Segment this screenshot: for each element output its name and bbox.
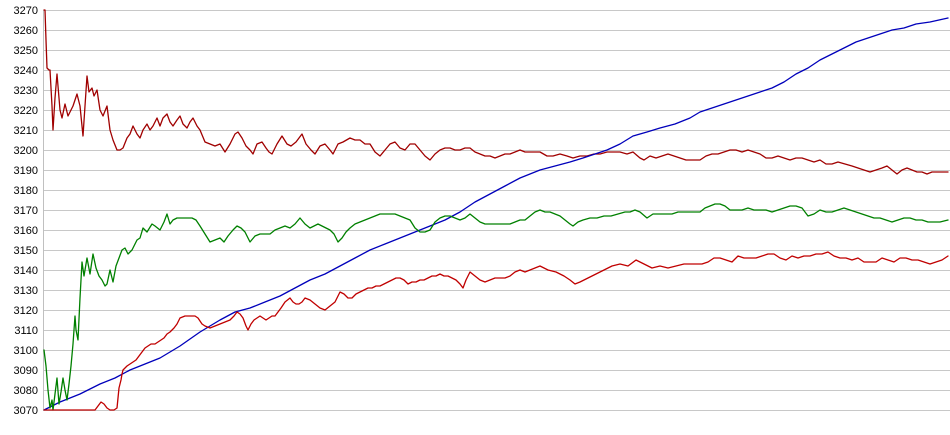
y-axis-tick-label: 3220 bbox=[14, 105, 38, 117]
y-axis-tick-label: 3090 bbox=[14, 365, 38, 377]
series-green-line bbox=[43, 203, 949, 411]
y-axis-tick-label: 3210 bbox=[14, 125, 38, 137]
y-axis-tick-label: 3070 bbox=[14, 405, 38, 417]
series-group bbox=[43, 9, 949, 411]
y-axis-tick-label: 3130 bbox=[14, 285, 38, 297]
y-axis-labels-group: 3270 3260 3250 3240 3230 3220 3210 3200 3190 3180… bbox=[14, 5, 38, 417]
y-axis-tick-label: 3140 bbox=[14, 265, 38, 277]
y-axis-tick-label: 3240 bbox=[14, 65, 38, 77]
series-upper-dark-red-line bbox=[43, 9, 949, 175]
y-axis-tick-label: 3260 bbox=[14, 25, 38, 37]
y-axis-tick-label: 3160 bbox=[14, 225, 38, 237]
y-axis-tick-label: 3150 bbox=[14, 245, 38, 257]
y-axis-tick-label: 3170 bbox=[14, 205, 38, 217]
y-axis-tick-label: 3120 bbox=[14, 305, 38, 317]
y-axis-tick-label: 3180 bbox=[14, 185, 38, 197]
y-axis-tick-label: 3110 bbox=[14, 325, 38, 337]
y-axis-tick-label: 3080 bbox=[14, 385, 38, 397]
gridlines-group bbox=[43, 10, 950, 411]
series-blue-line bbox=[43, 17, 949, 411]
y-axis-tick-label: 3230 bbox=[14, 85, 38, 97]
y-axis-tick-label: 3270 bbox=[14, 5, 38, 17]
y-axis-tick-label: 3190 bbox=[14, 165, 38, 177]
y-axis-tick-label: 3200 bbox=[14, 145, 38, 157]
series-lower-red-line bbox=[43, 251, 949, 411]
y-axis-tick-label: 3250 bbox=[14, 45, 38, 57]
y-axis-tick-label: 3100 bbox=[14, 345, 38, 357]
